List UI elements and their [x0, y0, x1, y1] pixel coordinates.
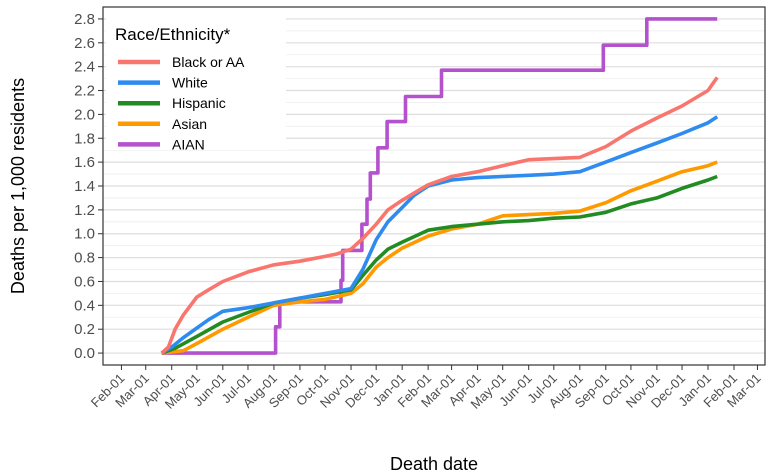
- y-tick-label: 0.6: [74, 273, 95, 290]
- y-tick-label: 2.4: [74, 59, 95, 76]
- y-tick-label: 2.6: [74, 35, 95, 52]
- legend-title: Race/Ethnicity*: [115, 25, 231, 44]
- legend-items: Black or AA White Hispanic Asian AIAN: [118, 54, 245, 152]
- legend: Race/Ethnicity* Black or AA White Hispanic…: [106, 14, 286, 152]
- y-tick-label: 2.2: [74, 83, 95, 100]
- series-line-asian: [161, 160, 718, 355]
- y-tick-label: 0.8: [74, 250, 95, 267]
- y-tick-label: 1.8: [74, 130, 95, 147]
- series-lines: [160, 17, 719, 355]
- series-line-black-or-aa: [160, 76, 719, 355]
- x-axis-title: Death date: [390, 454, 478, 474]
- legend-label: Hispanic: [172, 95, 226, 111]
- y-tick-label: 0.0: [74, 345, 95, 362]
- y-axis: 0.0 0.2 0.4 0.6 0.8 1.0 1.2 1.4 1.6 1.8 2.0 2.2 2.4 2…: [74, 11, 103, 362]
- y-tick-label: 1.4: [74, 178, 95, 195]
- y-axis-title: Deaths per 1,000 residents: [8, 78, 28, 294]
- legend-label: AIAN: [172, 136, 205, 152]
- y-tick-label: 1.6: [74, 154, 95, 171]
- series-line-hispanic: [161, 174, 718, 355]
- x-axis: Feb-01Mar-01Apr-01May-01Jun-01Jul-01Aug-…: [88, 365, 764, 412]
- legend-label: White: [172, 75, 208, 91]
- y-tick-label: 1.0: [74, 226, 95, 243]
- y-tick-label: 0.4: [74, 297, 95, 314]
- y-tick-label: 0.2: [74, 321, 95, 338]
- y-tick-label: 1.2: [74, 202, 95, 219]
- series-line-white: [160, 115, 719, 355]
- y-tick-label: 2.0: [74, 106, 95, 123]
- legend-label: Asian: [172, 116, 207, 132]
- legend-label: Black or AA: [172, 54, 245, 70]
- y-tick-label: 2.8: [74, 11, 95, 28]
